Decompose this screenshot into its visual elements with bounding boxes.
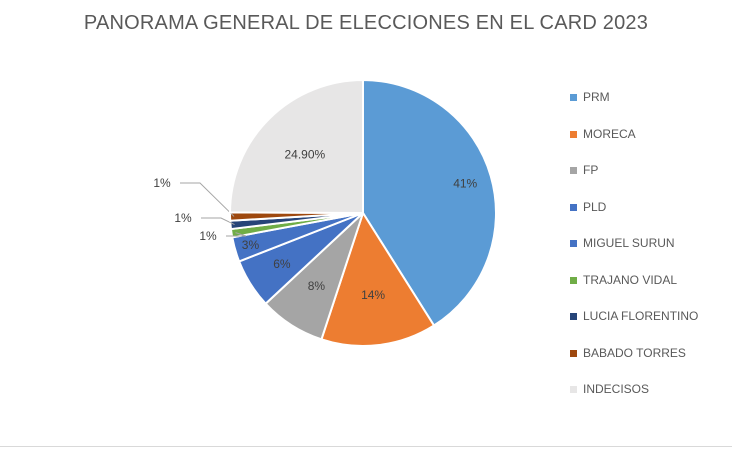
legend-item-fp: FP: [570, 163, 730, 200]
data-label-trajano-vidal: 1%: [199, 229, 217, 243]
legend-label-indecisos: INDECISOS: [583, 382, 650, 396]
data-label-moreca: 14%: [361, 288, 385, 302]
chart-legend: PRM MORECA FP PLD MIGUEL SURUN TRAJANO VIDAL L…: [570, 90, 730, 419]
legend-item-moreca: MORECA: [570, 127, 730, 164]
bottom-divider: [0, 446, 732, 447]
data-label-pld: 6%: [273, 257, 291, 271]
data-label-fp: 8%: [308, 279, 326, 293]
legend-swatch-lucia-florentino: [570, 313, 577, 320]
data-label-miguel-surun: 3%: [242, 238, 260, 252]
legend-label-prm: PRM: [583, 90, 610, 104]
leader-line-lucia-florentino: [201, 217, 235, 225]
legend-swatch-pld: [570, 203, 577, 211]
legend-swatch-indecisos: [570, 386, 577, 393]
legend-item-indecisos: INDECISOS: [570, 382, 730, 419]
data-label-indecisos: 24.90%: [284, 148, 325, 162]
data-label-lucia-florentino: 1%: [174, 211, 192, 225]
legend-label-moreca: MORECA: [583, 126, 636, 141]
legend-item-lucia-florentino: LUCIA FLORENTINO: [570, 309, 730, 346]
legend-swatch-fp: [570, 167, 577, 174]
legend-item-babado-torres: BABADO TORRES: [570, 346, 730, 383]
legend-item-miguel-surun: MIGUEL SURUN: [570, 236, 730, 273]
data-label-babado-torres: 1%: [153, 176, 171, 190]
legend-swatch-miguel-surun: [570, 240, 577, 247]
chart-title: PANORAMA GENERAL DE ELECCIONES EN EL CAR…: [83, 12, 649, 34]
leader-line-babado-torres: [180, 182, 235, 217]
legend-label-lucia-florentino: LUCIA FLORENTINO: [583, 309, 699, 323]
pie-slice-indecisos: [228, 78, 364, 215]
legend-swatch-moreca: [570, 130, 577, 138]
legend-swatch-babado-torres: [570, 349, 577, 357]
leader-line-trajano-vidal: [226, 232, 247, 237]
legend-item-prm: PRM: [570, 90, 730, 127]
pie-slice-moreca: [320, 210, 436, 347]
legend-label-babado-torres: BABADO TORRES: [583, 345, 686, 360]
legend-item-trajano-vidal: TRAJANO VIDAL: [570, 273, 730, 310]
legend-label-trajano-vidal: TRAJANO VIDAL: [583, 272, 678, 287]
legend-swatch-trajano-vidal: [570, 276, 577, 284]
legend-swatch-prm: [570, 94, 577, 101]
legend-label-miguel-surun: MIGUEL SURUN: [583, 236, 675, 250]
legend-item-pld: PLD: [570, 200, 730, 237]
legend-label-fp: FP: [583, 163, 599, 177]
legend-label-pld: PLD: [583, 199, 607, 214]
data-label-prm: 41%: [453, 176, 477, 190]
